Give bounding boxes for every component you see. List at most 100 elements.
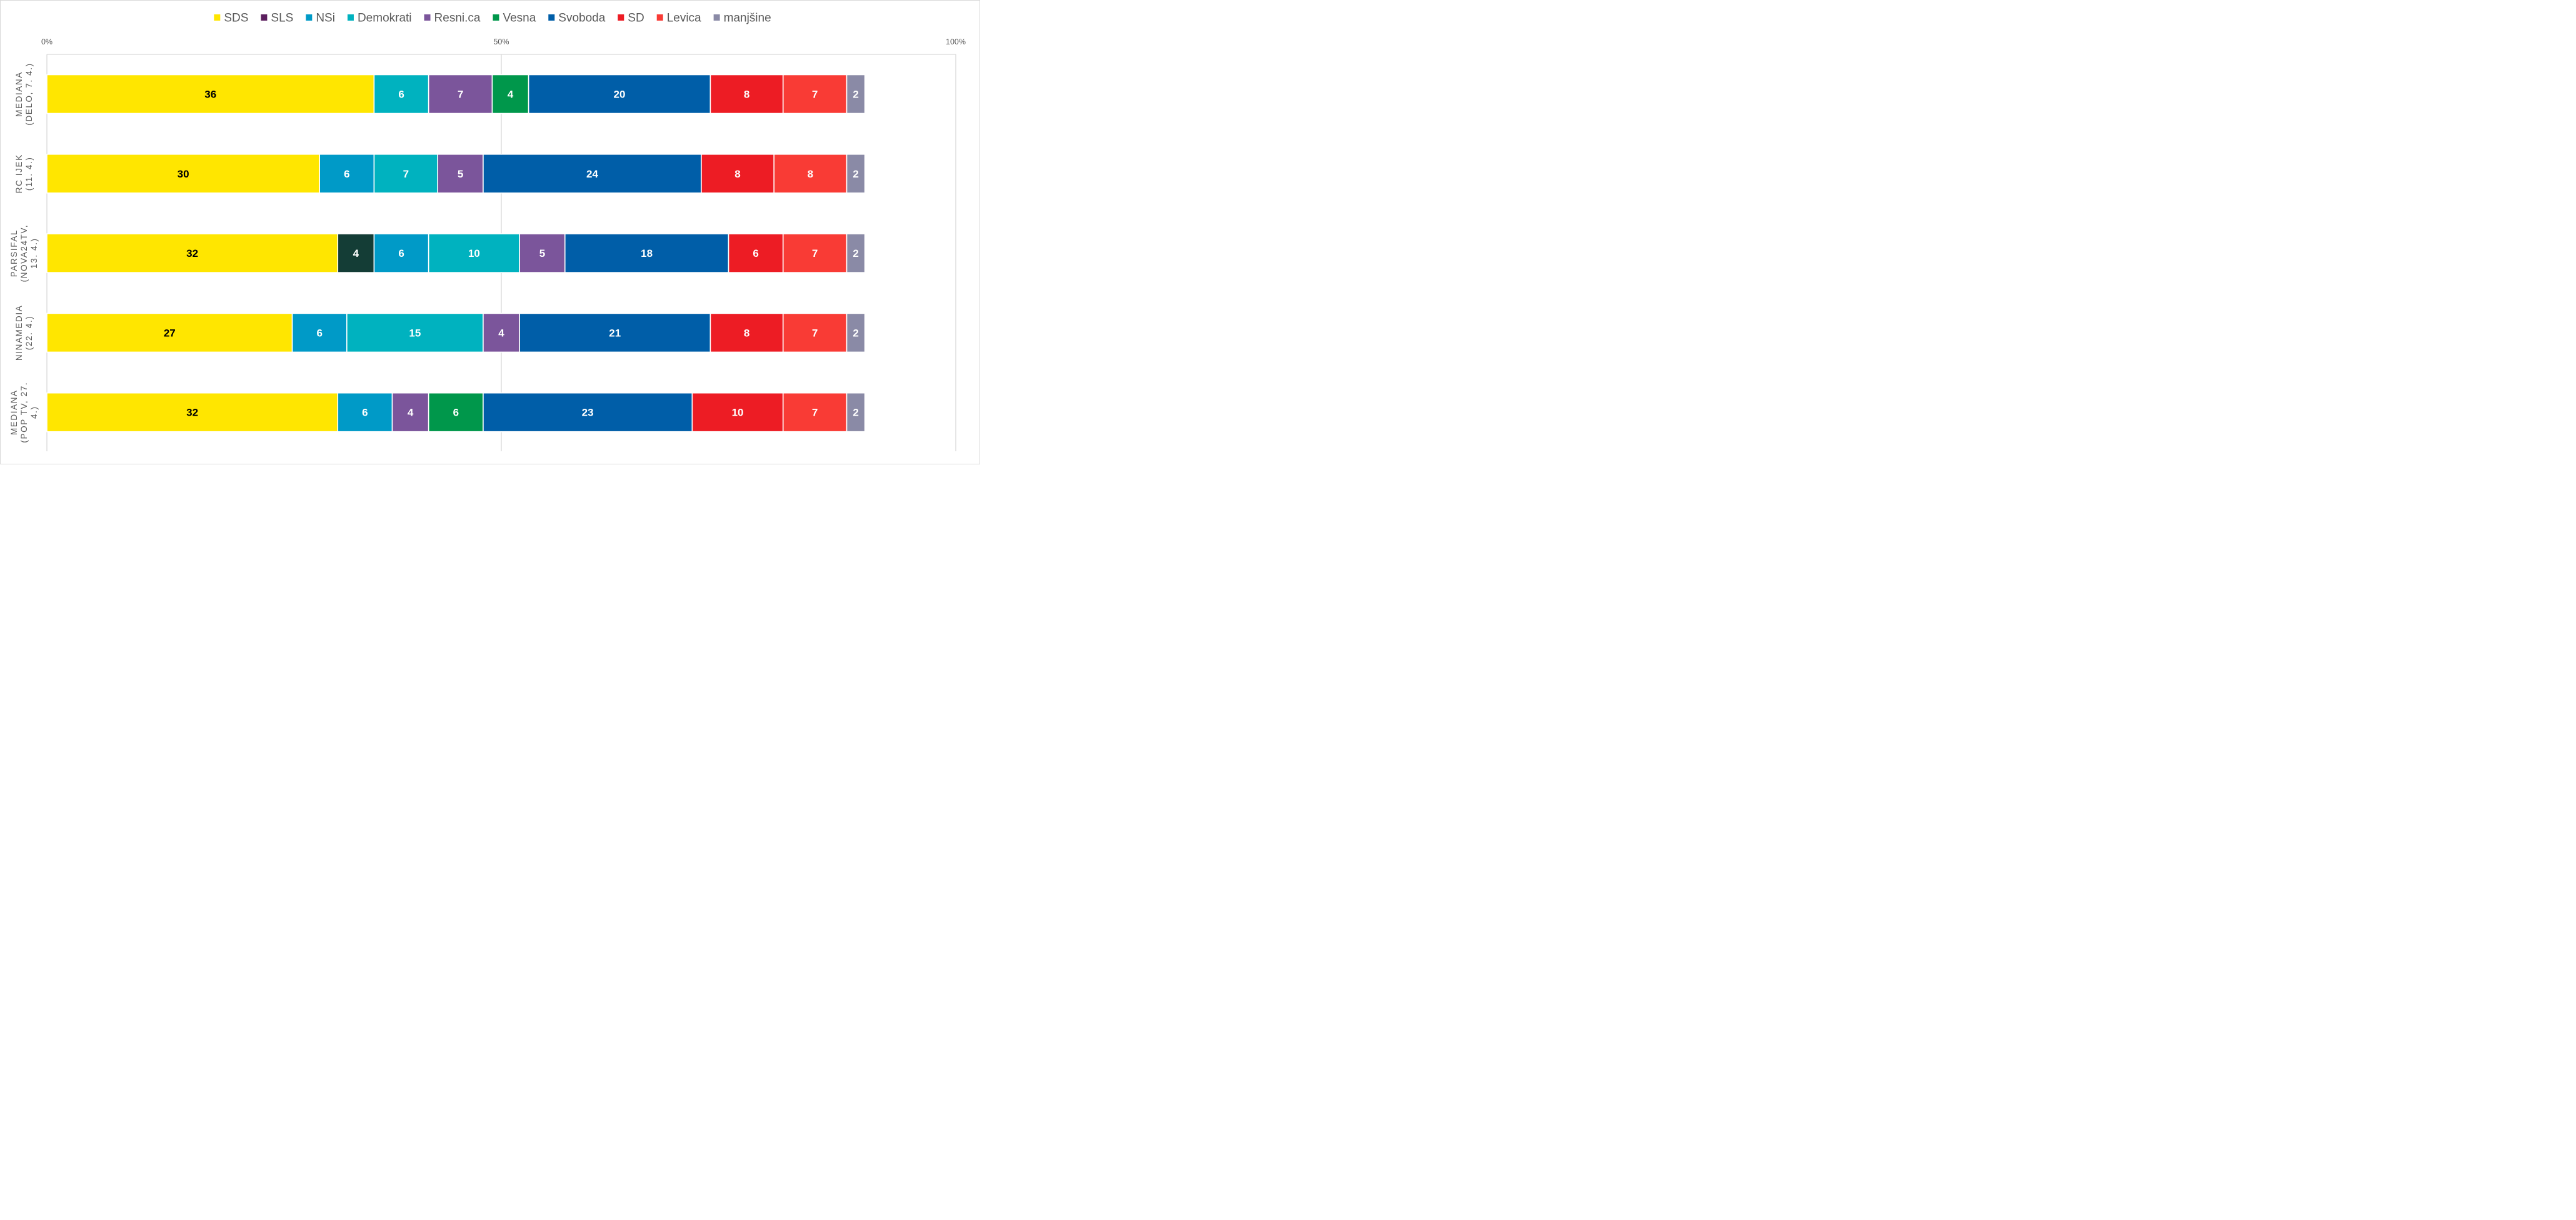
data-label: 7 <box>812 327 818 339</box>
data-label: 23 <box>582 407 594 419</box>
x-tick-label: 0% <box>41 38 53 46</box>
bar-segment-nsi <box>373 233 429 273</box>
data-label: 2 <box>853 327 858 339</box>
bar-segment-sds <box>46 312 293 353</box>
category-label-line: MEDIANA <box>9 389 19 435</box>
bar-segment-levica <box>782 312 848 353</box>
legend-label: Vesna <box>503 12 536 25</box>
legend-item-resni-ca: Resni.ca <box>424 12 481 25</box>
data-label: 6 <box>344 168 349 180</box>
data-label: 36 <box>204 89 216 101</box>
bar-segment-manj-ine <box>846 233 866 273</box>
x-tick-label: 100% <box>946 38 966 46</box>
bar-row: 36 6 7 4 20 8 7 2 <box>46 74 866 114</box>
category-label: MEDIANA (POP TV, 27. 4.) <box>9 382 39 443</box>
category-label-line: PARSIFAL <box>9 229 19 277</box>
category-label-line: 4.) <box>29 406 39 419</box>
data-label: 5 <box>458 168 463 180</box>
category-label-line: (11. 4.) <box>24 157 34 191</box>
data-label: 6 <box>316 327 322 339</box>
category-label: PARSIFAL (NOVA24TV, 13. 4.) <box>9 224 39 282</box>
legend-label: Levica <box>667 12 701 25</box>
data-label: 10 <box>468 248 480 259</box>
legend-swatch <box>618 14 624 21</box>
data-label: 32 <box>186 407 198 419</box>
category-label: RC IJEK (11. 4.) <box>14 154 34 193</box>
data-label: 6 <box>453 407 459 419</box>
bar-segment-sds <box>46 154 321 194</box>
data-label: 4 <box>408 407 414 419</box>
data-label: 24 <box>586 168 598 180</box>
legend-swatch <box>713 14 720 21</box>
bar-segment-sd <box>691 392 784 432</box>
legend-swatch <box>306 14 313 21</box>
bar-segment-nsi <box>291 312 348 353</box>
data-label: 7 <box>403 168 409 180</box>
legend-swatch <box>214 14 221 21</box>
data-label: 6 <box>398 248 404 259</box>
bar-segment-sd <box>701 154 775 194</box>
legend-swatch <box>424 14 431 21</box>
data-label: 15 <box>409 327 421 339</box>
bar-segment-manj-ine <box>846 154 866 194</box>
bar-segment-resni-ca <box>391 392 429 432</box>
bar-segment-sd <box>709 312 784 353</box>
bar-segment-demokrati <box>373 74 429 114</box>
data-label: 27 <box>164 327 176 339</box>
bar-segment-sd <box>728 233 784 273</box>
data-label: 6 <box>362 407 368 419</box>
category-label-line: MEDIANA <box>14 71 24 117</box>
category-label: MEDIANA (DELO, 7. 4.) <box>14 62 34 125</box>
legend-swatch <box>548 14 555 21</box>
legend-label: SLS <box>271 12 293 25</box>
category-label-line: RC IJEK <box>14 154 24 193</box>
legend-swatch <box>656 14 663 21</box>
bar-segment-svoboda <box>564 233 729 273</box>
data-label: 5 <box>539 248 545 259</box>
category-label-line: (POP TV, 27. <box>19 382 29 443</box>
data-label: 7 <box>812 89 818 101</box>
data-label: 4 <box>498 327 504 339</box>
bar-row: 30 6 7 5 24 8 8 2 <box>46 154 866 194</box>
bar-segment-manj-ine <box>846 74 866 114</box>
data-label: 32 <box>186 248 198 259</box>
legend-label: manjšine <box>724 12 771 25</box>
bar-segment-nsi <box>319 154 375 194</box>
data-label: 2 <box>853 407 858 419</box>
data-label: 6 <box>398 89 404 101</box>
data-label: 7 <box>812 248 818 259</box>
legend-item-vesna: Vesna <box>493 12 536 25</box>
bar-row: 32 4 6 10 5 18 6 7 2 <box>46 233 866 273</box>
data-label: 30 <box>178 168 189 180</box>
legend-item-nsi: NSi <box>306 12 335 25</box>
data-label: 7 <box>812 407 818 419</box>
bar-row: 27 6 15 4 21 8 7 2 <box>46 312 866 353</box>
bar-segment-sds <box>46 392 339 432</box>
data-label: 7 <box>458 89 463 101</box>
data-label: 8 <box>734 168 740 180</box>
legend-swatch <box>347 14 354 21</box>
category-label: NINAMEDIA (22. 4.) <box>14 305 34 361</box>
chart-frame <box>0 0 980 464</box>
data-label: 8 <box>744 327 749 339</box>
bar-segment-demokrati <box>428 233 520 273</box>
category-label-line: (22. 4.) <box>24 316 34 351</box>
bar-segment-demokrati <box>346 312 484 353</box>
legend-label: SDS <box>224 12 248 25</box>
legend-item-demokrati: Demokrati <box>347 12 412 25</box>
data-label: 8 <box>744 89 749 101</box>
category-label-line: NINAMEDIA <box>14 305 24 361</box>
legend-label: Resni.ca <box>434 12 481 25</box>
legend-label: NSi <box>316 12 335 25</box>
bar-segment-levica <box>773 154 848 194</box>
data-label: 21 <box>609 327 621 339</box>
legend: SDS SLS NSi Demokrati Resni.ca Vesna Svoboda SD… <box>214 12 771 25</box>
bar-segment-sds <box>46 74 375 114</box>
x-tick-labels: 0% 50% 100% <box>41 38 966 46</box>
bar-row: 32 6 4 6 23 10 7 2 <box>46 392 866 432</box>
data-label: 4 <box>353 248 359 259</box>
legend-swatch <box>261 14 268 21</box>
category-label-line: (DELO, 7. 4.) <box>24 62 34 125</box>
category-label-line: 13. 4.) <box>29 238 39 268</box>
legend-item-sds: SDS <box>214 12 248 25</box>
